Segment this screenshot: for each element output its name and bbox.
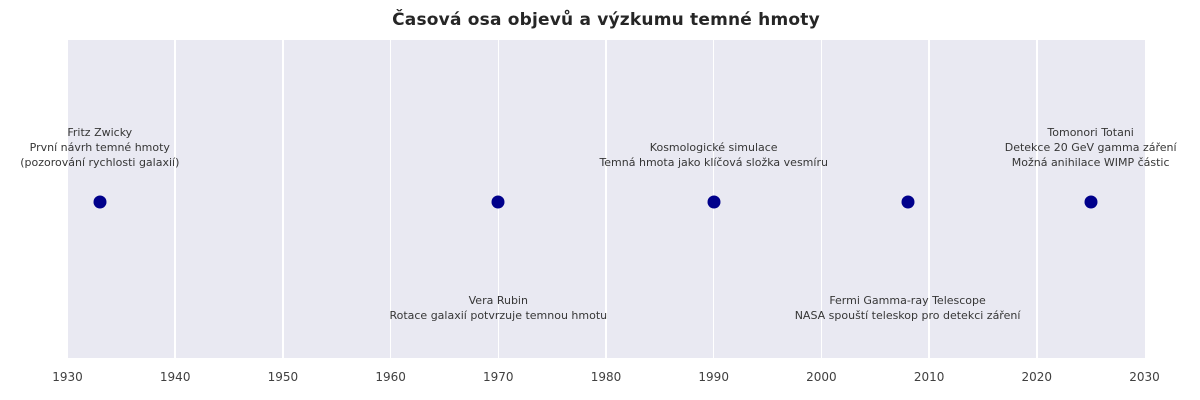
x-tick-label-2030: 2030: [1129, 370, 1160, 384]
gridline-1960: [389, 40, 392, 358]
x-tick-label-1970: 1970: [483, 370, 514, 384]
x-tick-label-2010: 2010: [913, 370, 945, 384]
x-tick-label-1930: 1930: [52, 370, 83, 384]
gridline-1940: [174, 40, 176, 358]
plot-area: [67, 40, 1145, 358]
x-tick-label-1940: 1940: [159, 370, 191, 384]
x-tick-label-1960: 1960: [375, 370, 406, 384]
x-tick-label-1950: 1950: [267, 370, 299, 384]
gridline-2010: [928, 40, 930, 358]
x-tick-label-2000: 2000: [806, 370, 837, 384]
gridline-1950: [282, 40, 284, 358]
gridline-1990: [712, 40, 715, 358]
x-tick-label-1980: 1980: [590, 370, 622, 384]
gridline-2020: [1036, 40, 1038, 358]
chart-title: Časová osa objevů a výzkumu temné hmoty: [392, 10, 820, 30]
x-tick-label-2020: 2020: [1021, 370, 1053, 384]
gridline-1970: [497, 40, 500, 358]
gridline-2000: [820, 40, 823, 358]
x-tick-label-1990: 1990: [698, 370, 729, 384]
gridline-1980: [605, 40, 607, 358]
